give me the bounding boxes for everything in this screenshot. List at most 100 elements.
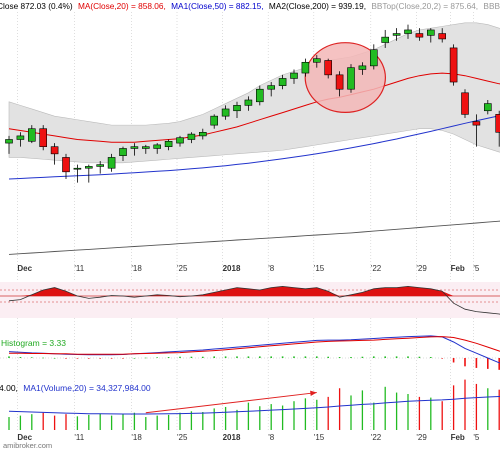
candle xyxy=(495,110,500,147)
candle-body xyxy=(16,135,25,140)
candle-body xyxy=(142,146,150,149)
histogram-bar xyxy=(65,358,67,359)
candle xyxy=(130,143,139,156)
highlight-ellipse xyxy=(304,42,386,113)
candle-body xyxy=(73,167,82,170)
candle xyxy=(16,132,25,147)
histogram-bar xyxy=(31,357,33,358)
candle-body xyxy=(5,139,13,144)
x-axis-tick-label: '15 xyxy=(314,433,325,442)
candle xyxy=(438,28,447,43)
x-axis-tick-label: Dec xyxy=(17,264,32,273)
ma50-line xyxy=(8,115,500,180)
candle-body xyxy=(107,157,116,169)
ma200-line xyxy=(8,220,500,255)
x-axis-tick-label: '22 xyxy=(371,264,382,273)
histogram-bar xyxy=(202,356,204,358)
candle-body xyxy=(164,140,173,147)
x-axis-tick-label: Feb xyxy=(451,264,465,273)
candle-body xyxy=(495,114,500,133)
price-header: Close 872.03 (0.4%) MA(Close,20) = 858.0… xyxy=(0,1,500,11)
histogram-bar xyxy=(213,356,215,358)
candle-body xyxy=(426,29,435,36)
candle xyxy=(449,44,458,86)
candle-body xyxy=(96,164,104,167)
candle-body xyxy=(119,148,127,156)
candle-body xyxy=(324,60,333,76)
candle xyxy=(255,85,264,106)
candle xyxy=(50,143,59,165)
candle-body xyxy=(404,29,412,34)
candle xyxy=(301,58,310,77)
histogram-bar xyxy=(430,357,432,358)
x-axis-tick-label: '25 xyxy=(177,433,188,442)
x-axis-tick-label: '29 xyxy=(416,264,427,273)
signal-line xyxy=(9,336,500,355)
histogram-bar xyxy=(99,358,101,359)
candle-body xyxy=(358,65,367,70)
histogram-bar xyxy=(145,357,147,359)
candle-body xyxy=(50,146,59,155)
candle-body xyxy=(347,67,355,90)
candle-body xyxy=(130,146,139,149)
x-axis-tick-label: '11 xyxy=(74,433,84,442)
candle-body xyxy=(483,103,492,112)
candle-body xyxy=(210,115,218,126)
candle-body xyxy=(187,133,196,140)
candle xyxy=(335,71,344,97)
ma20-line xyxy=(8,72,500,143)
histogram-bar xyxy=(270,356,272,358)
candle xyxy=(244,96,253,111)
volume-ma-line xyxy=(8,395,500,415)
histogram-bar xyxy=(418,356,421,358)
candle xyxy=(62,153,70,179)
candle xyxy=(415,28,424,41)
histogram-bar xyxy=(464,358,466,367)
candle xyxy=(347,64,355,93)
oscillator-pane xyxy=(0,282,500,318)
candle-body xyxy=(62,157,70,173)
ma50-label: MA1(Close,50) = 882.15, xyxy=(171,1,263,11)
histogram-bar xyxy=(373,356,375,358)
x-axis-tick-label: 2018 xyxy=(223,433,241,442)
x-axis-tick-label: '22 xyxy=(371,433,382,442)
x-axis-tick-label: '5 xyxy=(473,264,480,273)
candle-body xyxy=(176,137,184,144)
candle xyxy=(426,28,435,43)
macd-histogram-label: Histogram = 3.33 xyxy=(1,338,66,348)
histogram-bar xyxy=(281,356,284,358)
candle-body xyxy=(153,144,161,149)
histogram-bar xyxy=(88,358,90,359)
candle xyxy=(221,105,230,120)
histogram-bar xyxy=(327,356,329,358)
histogram-bar xyxy=(338,357,341,358)
candle-body xyxy=(438,33,447,40)
candle-body xyxy=(244,99,253,106)
candle-body xyxy=(415,33,424,38)
x-axis-tick-label: '5 xyxy=(473,433,480,442)
candle xyxy=(278,74,287,90)
candle xyxy=(324,58,333,79)
candle xyxy=(96,161,104,174)
candle-body xyxy=(381,36,390,43)
oscillator-background xyxy=(0,282,500,318)
candle xyxy=(39,125,48,151)
ma20-label: MA(Close,20) = 858.06, xyxy=(78,1,166,11)
x-axis-tick-label: Feb xyxy=(451,433,465,442)
histogram-bar xyxy=(247,356,250,358)
volume-header: 4.00, MA1(Volume,20) = 34,327,984.00 xyxy=(0,383,151,393)
candle-body xyxy=(85,166,93,169)
candle xyxy=(290,69,298,84)
footer-watermark: amibroker.com xyxy=(3,441,52,450)
histogram-bar xyxy=(293,356,295,358)
candle-body xyxy=(369,49,378,67)
x-axis-tick-label: '29 xyxy=(416,433,427,442)
bollinger-band xyxy=(8,22,500,164)
candle-body xyxy=(301,61,310,74)
candle xyxy=(210,114,218,129)
histogram-bar xyxy=(452,358,455,363)
candle-body xyxy=(221,108,230,117)
candle xyxy=(27,125,36,144)
histogram-bar xyxy=(498,358,500,370)
